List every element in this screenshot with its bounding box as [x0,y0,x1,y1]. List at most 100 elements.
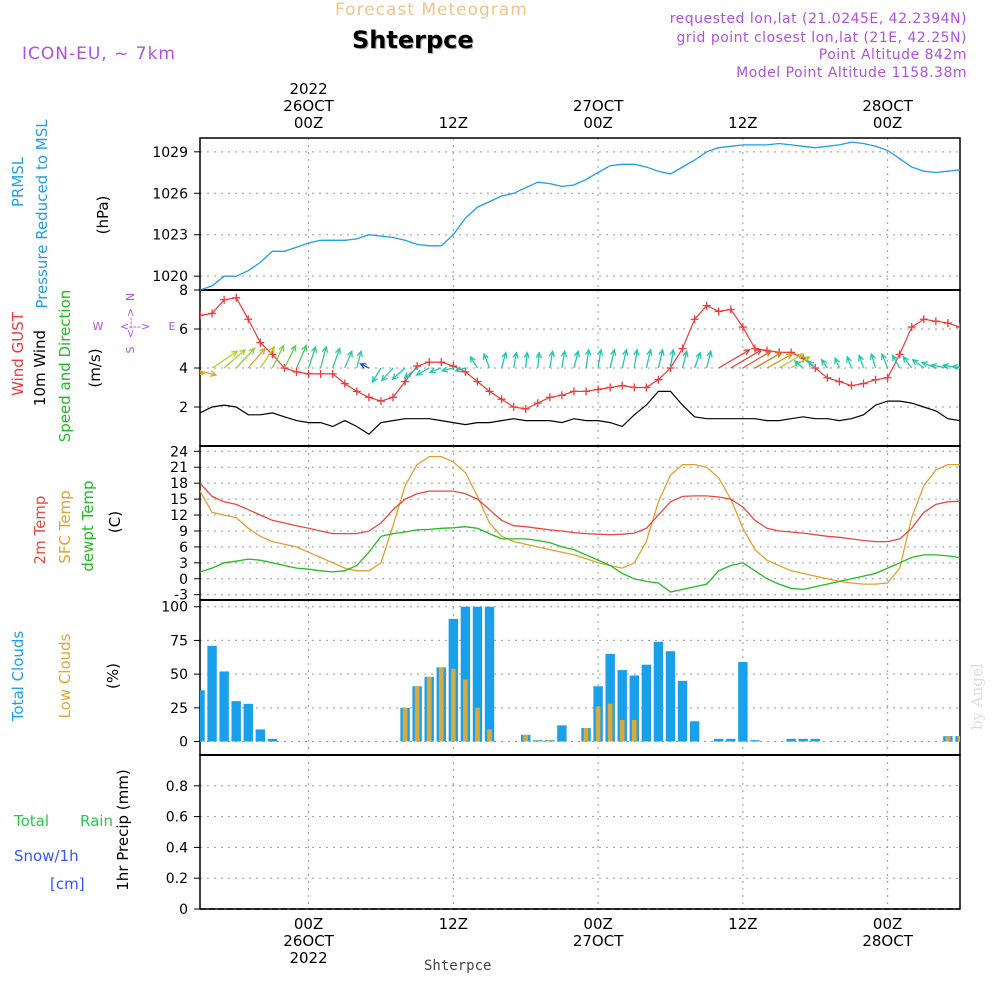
wind-gust-label: Wind GUST [9,311,27,396]
y-tick-label: 6 [179,322,188,338]
total-cloud-bar [472,606,483,742]
top-time-tick: 12Z [728,114,757,132]
y-tick-label: 4 [179,361,188,377]
y-tick-label: 6 [179,540,188,556]
gust-marker [280,364,289,372]
model-altitude: Model Point Altitude 1158.38m [736,65,967,81]
precip-total-label: Total [13,812,49,830]
wind-arrow [211,350,239,369]
gust-marker [364,393,373,402]
compass-n: N [124,293,137,301]
y-tick-label: 2 [179,400,188,416]
bottom-time-tick: 12Z [728,915,757,933]
total-cloud-bar [786,738,796,742]
wind-arrow [380,367,394,382]
wind-arrow [523,351,530,369]
wind-arrow [681,349,689,369]
wind-arrow [200,370,218,377]
total-cloud-bar [653,641,664,742]
time-label: 28OCT [862,932,913,950]
wind-arrow [609,348,617,369]
precip-unit-label: 1hr Precip (mm) [114,769,132,890]
gust-marker [738,323,747,332]
gust-marker [304,369,313,378]
low-cloud-bar [631,719,637,742]
total-cloud-bar [484,606,495,742]
low-cloud-bar [535,740,541,742]
gust-marker [919,315,928,324]
gust-marker [859,379,868,388]
gust-marker [461,367,470,376]
wind-arrow [469,355,479,369]
wind-arrow [778,353,805,369]
wind-arrow [621,348,629,369]
wind-arrow [428,367,442,374]
wind-speed-line [200,390,960,436]
low-cloud-bar [426,676,432,742]
panel-frame [199,137,961,291]
gust-marker [654,375,663,384]
sfc-temp-line [200,455,960,585]
wind-arrow [560,349,568,369]
panel-wind: 2 4 6 8 [179,283,961,447]
panel-frame [199,445,961,601]
total-cloud-bar [689,721,700,742]
gust-marker [521,404,530,413]
low-cloud-bar [583,728,589,742]
wind-arrow [548,349,555,369]
gust-marker [292,367,301,376]
gust-marker [497,395,506,404]
total-cloud-bar [979,736,988,741]
total-cloud-bar [726,738,736,742]
wind-arrow [584,348,592,369]
gust-marker [437,358,446,367]
wind-arrow [391,367,406,381]
gust-marker [352,387,361,396]
gust-marker [847,381,856,390]
y-tick-label: 75 [170,633,188,649]
total-cloud-bar [798,738,808,742]
wind-arrow [482,352,491,369]
total-cloud-bar [967,729,976,741]
gust-marker [256,338,265,347]
time-label: 27OCT [573,932,624,950]
gust-marker [340,379,349,388]
wind-arrow [454,366,466,373]
precip-snow-label: Snow/1h [14,847,79,865]
gust-marker [835,377,844,386]
wind-arrow [271,344,285,369]
gust-marker [509,403,518,411]
gust-marker [630,383,639,392]
y-tick-label: 1020 [152,269,188,285]
wind-arrow [950,363,960,371]
time-label: 12Z [728,915,757,933]
time-label: 12Z [439,114,468,132]
wind-arrow [295,344,308,369]
gust-marker [871,375,880,384]
gust-marker [328,369,337,378]
low-cloud-bar [402,707,408,742]
y-tick-label: 0 [179,902,188,918]
time-label: 12Z [439,915,468,933]
gust-marker [992,350,1000,358]
wind-arrow [902,355,913,369]
pressure-label-prmsl: PRMSL [9,156,27,207]
panel-precip: 0 0.2 0.4 0.6 0.8 [166,754,961,918]
wind-arrow [320,345,329,369]
gust-marker [726,305,735,314]
wind-arrow [730,349,763,369]
wind-arrow [359,363,370,369]
y-tick-label: 1026 [152,186,188,202]
gust-marker [702,301,711,310]
dewpt-temp-line [200,526,960,593]
gust-marker [823,373,832,382]
low-cloud-bar [414,686,420,742]
wind-direction-arrows [200,344,1000,384]
bottom-station-label: Shterpce [424,958,492,974]
gust-marker [714,307,723,316]
wind-arrow [984,348,1000,368]
y-tick-label: 3 [179,556,188,572]
total-cloud-bar [677,680,688,742]
